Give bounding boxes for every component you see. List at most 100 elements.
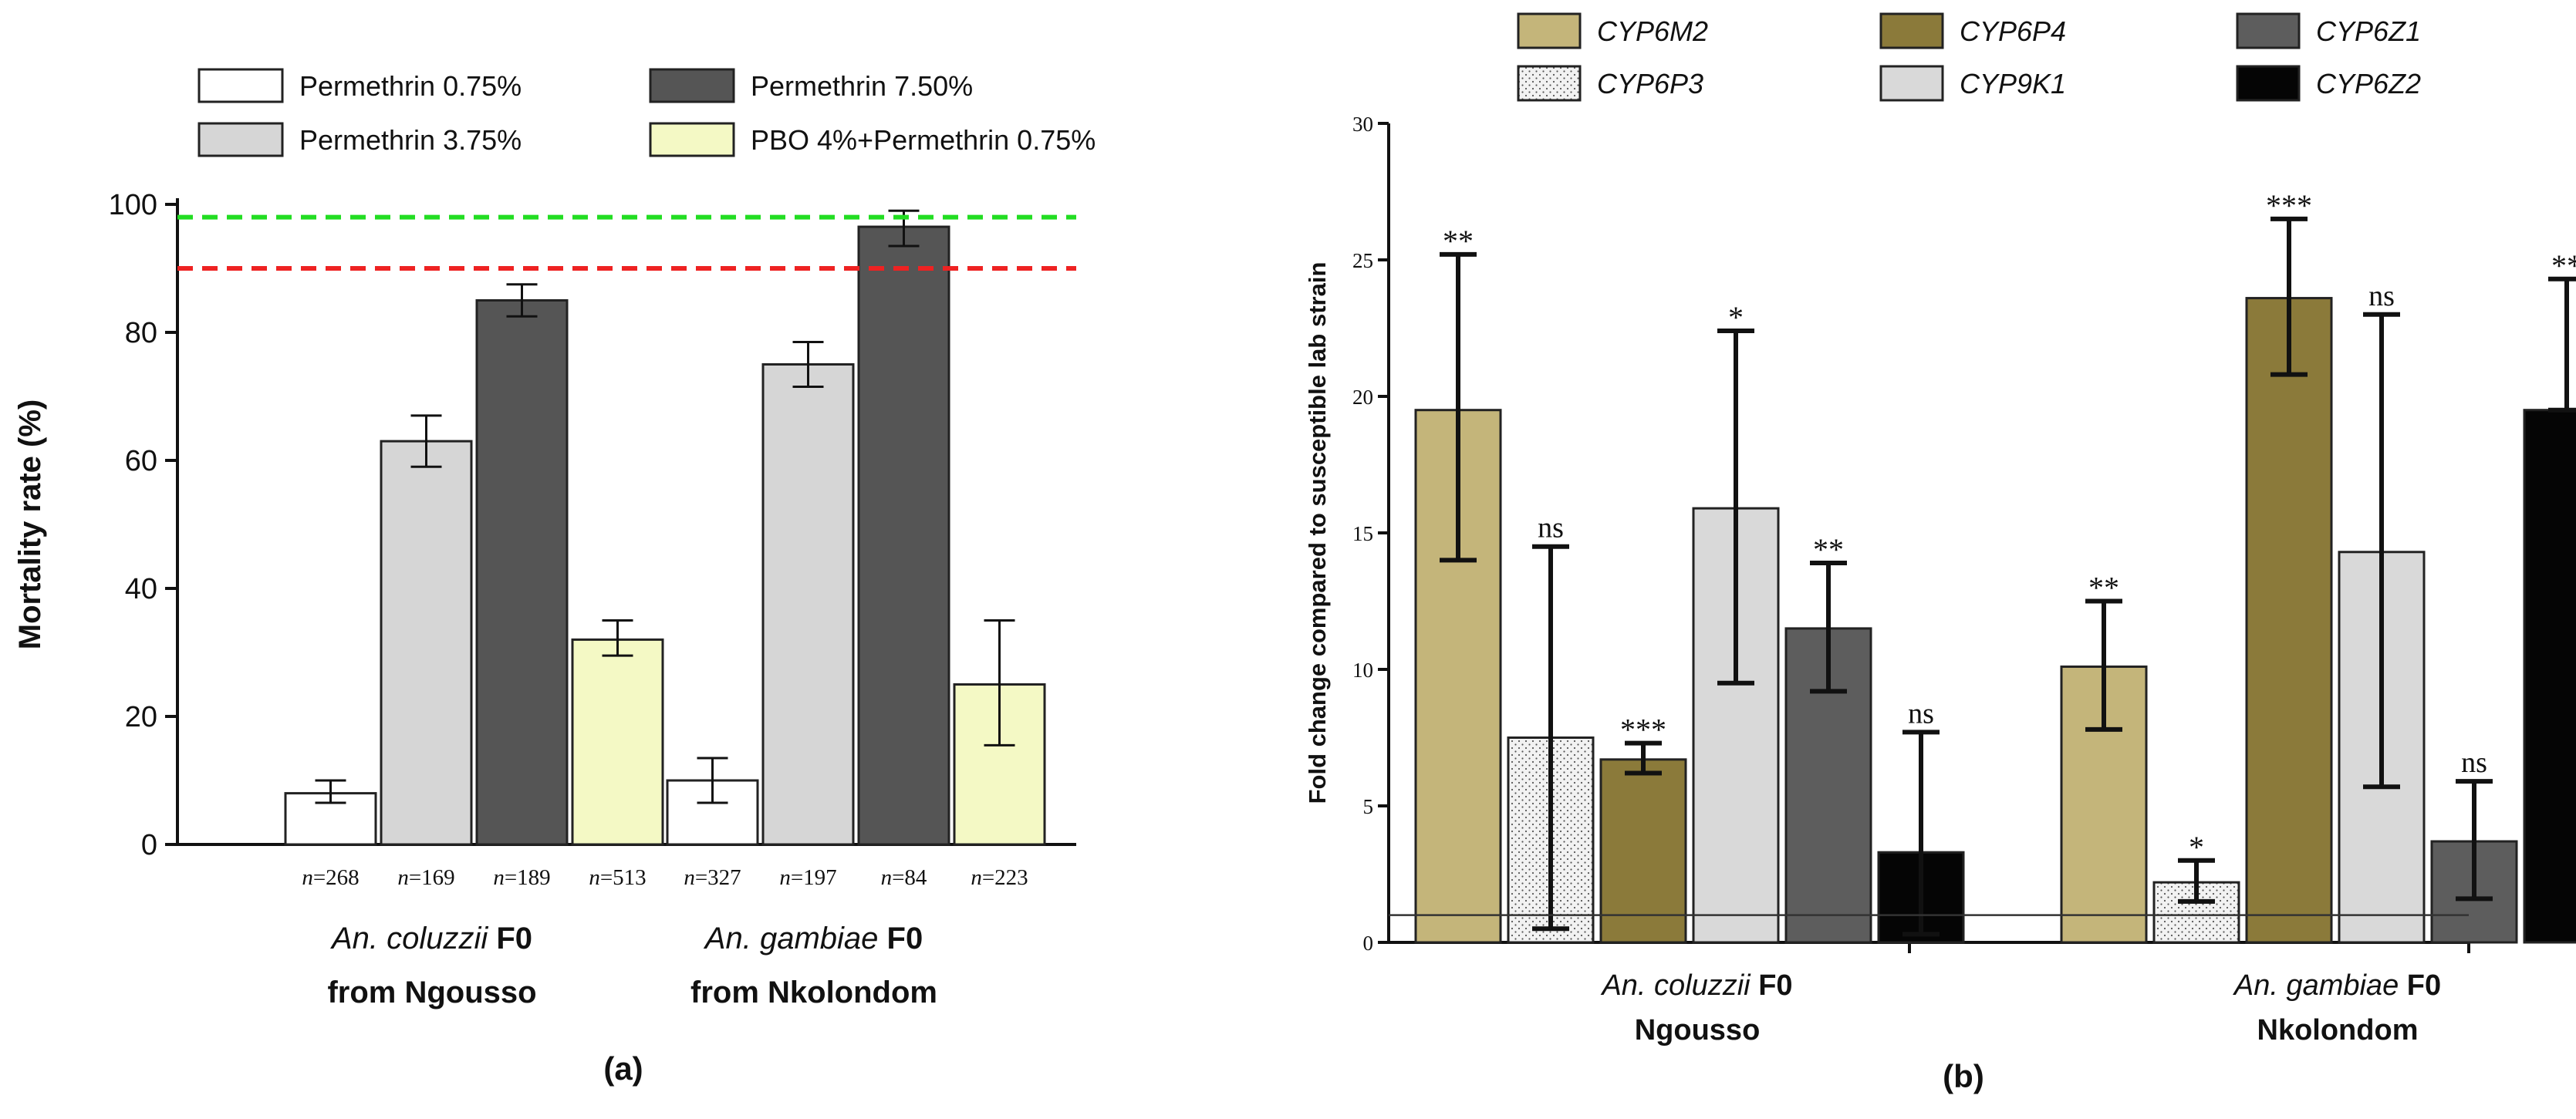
y-tick-label: 20 bbox=[125, 701, 157, 733]
significance-label: ns bbox=[1908, 697, 1934, 730]
y-axis-title: Fold change compared to susceptible lab … bbox=[1304, 262, 1331, 804]
group-space bbox=[1751, 969, 1759, 1002]
group-space bbox=[878, 922, 886, 956]
n-equals: = bbox=[600, 865, 613, 890]
y-axis-title: Mortality rate (%) bbox=[13, 399, 47, 650]
legend-swatch-pbo bbox=[650, 123, 734, 156]
bar-perm375-group-1 bbox=[381, 441, 471, 844]
legend-series-name: Permethrin bbox=[299, 70, 435, 102]
legend-label-cyp9k1: CYP9K1 bbox=[1960, 68, 2066, 99]
y-tick-label: 100 bbox=[109, 189, 157, 221]
significance-label: ns bbox=[1538, 512, 1564, 544]
group-generation: F0 bbox=[1758, 969, 1792, 1002]
n-prefix: n bbox=[493, 865, 505, 890]
y-tick-label: 40 bbox=[125, 573, 157, 605]
legend-series-name: PBO 4%+Permethrin bbox=[751, 124, 1009, 156]
legend-label-pbo: PBO 4%+Permethrin 0.75% bbox=[751, 124, 1096, 156]
n-equals: = bbox=[892, 865, 904, 890]
n-equals: = bbox=[695, 865, 707, 890]
bar-perm375-group-2 bbox=[763, 365, 853, 845]
legend-swatch-cyp6z1 bbox=[2237, 14, 2299, 48]
group-space bbox=[2399, 969, 2407, 1002]
bar-perm750-group-1 bbox=[477, 301, 567, 845]
group-label-line-2: from Ngousso bbox=[327, 976, 536, 1009]
sample-size-label: n=268 bbox=[302, 865, 359, 890]
legend-series-dose: 7.50% bbox=[894, 70, 973, 102]
legend-label-cyp6z2: CYP6Z2 bbox=[2316, 68, 2421, 99]
legend-space bbox=[886, 70, 894, 102]
group-species: An. gambiae bbox=[2233, 969, 2399, 1002]
legend-swatch-perm750 bbox=[650, 69, 734, 102]
bar-cyp6p4-group-2 bbox=[2247, 298, 2331, 942]
legend-series-name: Permethrin bbox=[299, 124, 435, 156]
significance-label: * bbox=[2189, 830, 2204, 865]
group-label-line-2: Ngousso bbox=[1635, 1014, 1761, 1047]
significance-label: ns bbox=[2461, 747, 2487, 779]
figure: 020406080100Mortality rate (%)n=268 n=327… bbox=[0, 0, 2576, 1119]
error-bar-cyp6z2-group-2 bbox=[2548, 279, 2576, 410]
n-value: 327 bbox=[707, 865, 741, 890]
n-prefix: n bbox=[397, 865, 409, 890]
legend-space bbox=[435, 70, 443, 102]
group-label-line-1: An. gambiae F0 bbox=[2233, 969, 2441, 1002]
significance-label: *** bbox=[2266, 188, 2312, 223]
legend-label-cyp6p4: CYP6P4 bbox=[1960, 15, 2066, 47]
group-label-line-1: An. coluzzii F0 bbox=[1600, 969, 1792, 1002]
group-generation: F0 bbox=[887, 922, 923, 956]
group-species: An. coluzzii bbox=[330, 922, 488, 956]
legend-label-cyp6p3: CYP6P3 bbox=[1597, 68, 1703, 99]
significance-label: * bbox=[1728, 300, 1744, 335]
significance-label: *** bbox=[1620, 713, 1666, 747]
y-tick-label: 20 bbox=[1352, 386, 1373, 409]
bar-pbo-group-1 bbox=[572, 639, 663, 844]
legend-swatch-cyp6p4 bbox=[1881, 14, 1943, 48]
significance-label: ** bbox=[1813, 532, 1844, 567]
n-value: 84 bbox=[904, 865, 927, 890]
y-tick-label: 15 bbox=[1352, 522, 1373, 545]
sample-size-label: n=84 bbox=[881, 865, 927, 890]
y-tick-label: 60 bbox=[125, 445, 157, 477]
n-equals: = bbox=[505, 865, 517, 890]
sample-size-label: n=169 bbox=[397, 865, 454, 890]
panel-b-fold-change-chart: 051015202530Fold change compared to susc… bbox=[1304, 14, 2576, 1094]
y-tick-label: 25 bbox=[1352, 249, 1373, 272]
bar-perm750-group-2 bbox=[859, 227, 949, 844]
legend-swatch-cyp6p3 bbox=[1518, 66, 1580, 100]
group-label-line-2: Nkolondom bbox=[2257, 1014, 2419, 1047]
n-value: 197 bbox=[803, 865, 837, 890]
sample-size-label: n=513 bbox=[589, 865, 646, 890]
group-species: An. gambiae bbox=[704, 922, 879, 956]
n-value: 223 bbox=[994, 865, 1028, 890]
n-prefix: n bbox=[779, 865, 791, 890]
n-value: 189 bbox=[517, 865, 551, 890]
group-space bbox=[488, 922, 496, 956]
group-label-line-1: An. gambiae F0 bbox=[704, 922, 923, 956]
legend-swatch-cyp9k1 bbox=[1881, 66, 1943, 100]
y-tick-label: 10 bbox=[1352, 659, 1373, 682]
panel-label-b: (b) bbox=[1943, 1058, 1984, 1094]
legend-swatch-perm375 bbox=[199, 123, 282, 156]
n-prefix: n bbox=[971, 865, 982, 890]
panel-label-a: (a) bbox=[603, 1050, 643, 1087]
n-equals: = bbox=[313, 865, 326, 890]
legend-series-dose: 0.75% bbox=[1017, 124, 1096, 156]
legend-swatch-cyp6z2 bbox=[2237, 66, 2299, 100]
legend-space bbox=[435, 124, 443, 156]
y-tick-label: 30 bbox=[1352, 113, 1373, 136]
sample-size-label: n=197 bbox=[779, 865, 836, 890]
n-prefix: n bbox=[589, 865, 600, 890]
n-prefix: n bbox=[881, 865, 893, 890]
n-equals: = bbox=[409, 865, 421, 890]
legend-panel-a: Permethrin 0.75% Permethrin 7.50%Permethr… bbox=[199, 69, 1096, 156]
sample-size-label: n=327 bbox=[684, 865, 741, 890]
significance-label: ** bbox=[2088, 571, 2119, 605]
legend-swatch-cyp6m2 bbox=[1518, 14, 1580, 48]
legend-swatch-perm075 bbox=[199, 69, 282, 102]
group-label-line-1: An. coluzzii F0 bbox=[330, 922, 532, 956]
legend-series-name: Permethrin bbox=[751, 70, 886, 102]
legend-label-cyp6z1: CYP6Z1 bbox=[2316, 15, 2421, 47]
group-generation: F0 bbox=[2407, 969, 2441, 1002]
bar-cyp6z2-group-2 bbox=[2524, 410, 2576, 942]
n-equals: = bbox=[791, 865, 803, 890]
y-tick-label: 80 bbox=[125, 317, 157, 349]
